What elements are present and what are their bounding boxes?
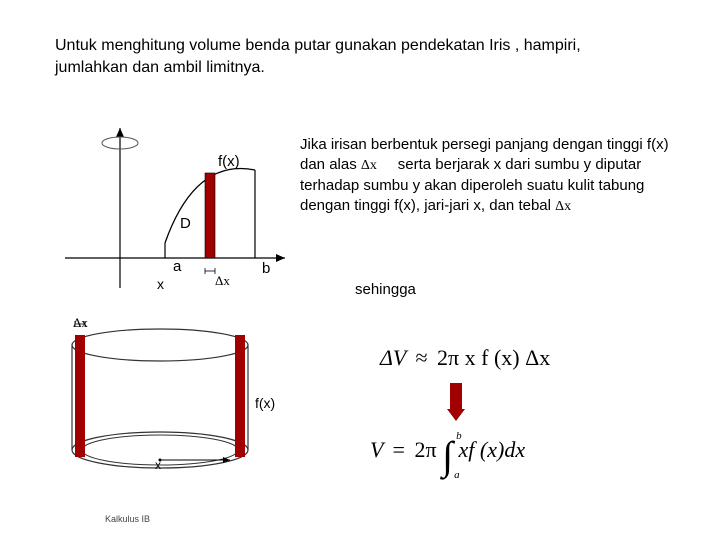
int-lim-a: a: [454, 469, 460, 481]
a-label: a: [173, 258, 181, 275]
delta-v-formula: ΔV ≈ 2π x f (x) Δx: [380, 345, 550, 371]
delta-x-inline-1: Δx: [361, 158, 377, 173]
v-integrand: xf (x)dx: [459, 437, 526, 462]
dv-rhs-a: 2π x f (x): [437, 345, 520, 370]
delta-x-label-2: Δx: [73, 315, 88, 331]
sehingga-text: sehingga: [355, 281, 416, 298]
fx-label-2: f(x): [255, 395, 275, 411]
dv-approx: ≈: [411, 345, 431, 370]
int-lim-b: b: [456, 430, 462, 442]
footer-text: Kalkulus IB: [105, 514, 150, 524]
region-d-label: D: [180, 215, 191, 232]
fx-label: f(x): [218, 153, 240, 170]
dv-rhs-b: Δx: [525, 345, 550, 370]
delta-x-inline-2: Δx: [555, 199, 571, 214]
volume-formula: V = 2π ∫ b a xf (x)dx: [370, 432, 525, 479]
x-radius-label: x: [155, 458, 161, 472]
derivation-arrow-icon: [447, 383, 465, 421]
v-lhs: V: [370, 437, 383, 462]
x-label: x: [157, 276, 164, 292]
integral-sign-icon: ∫ b a: [442, 432, 453, 479]
v-twopi: 2π: [414, 437, 436, 462]
delta-x-label: Δx: [215, 273, 230, 289]
intro-text: Untuk menghitung volume benda putar guna…: [55, 35, 615, 78]
diagram-curve-strip: f(x) D a b x Δx: [65, 128, 295, 298]
b-label: b: [262, 260, 270, 277]
dv-lhs: ΔV: [380, 345, 406, 370]
diagram-shell: Δx f(x) x: [60, 320, 290, 495]
v-eq: =: [389, 437, 409, 462]
explanation-text: Jika irisan berbentuk persegi panjang de…: [300, 135, 690, 217]
